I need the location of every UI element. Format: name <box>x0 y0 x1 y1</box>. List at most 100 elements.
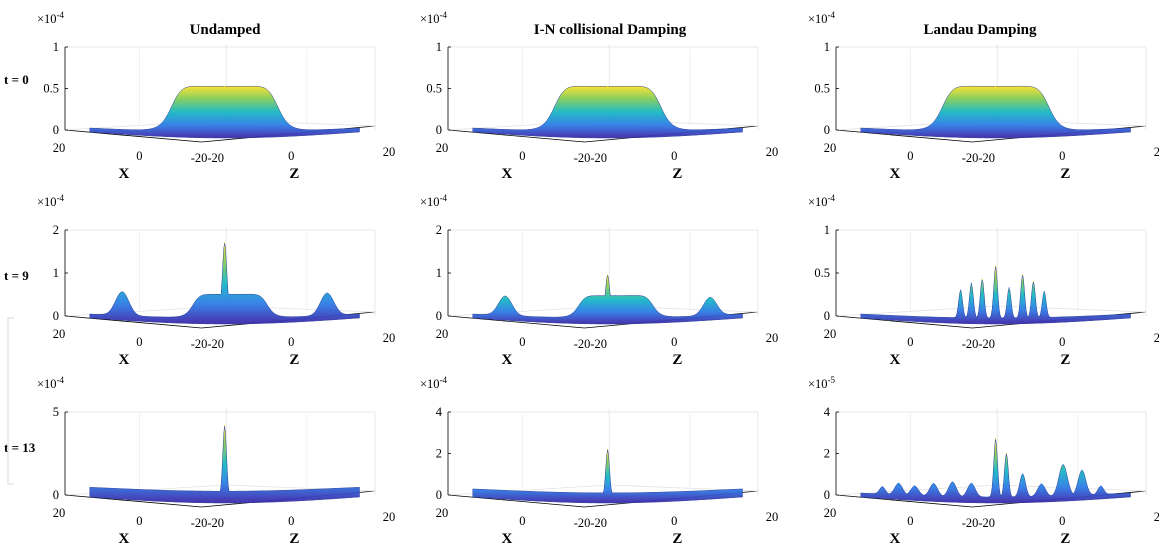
x-tick-label: 0 <box>907 514 913 528</box>
surface-mesh <box>860 85 1131 139</box>
vertical-tick-label: 0 <box>436 488 442 502</box>
surface-mesh <box>89 425 360 504</box>
vertical-tick-label: 2 <box>436 447 442 461</box>
z-tick-label: 20 <box>766 510 779 524</box>
surface-peak-bump <box>1081 469 1083 471</box>
vertical-tick-label: 0 <box>824 488 830 502</box>
x-tick-label: 20 <box>53 327 66 341</box>
surface-peak-bump <box>504 295 506 297</box>
xz-corner-tick-label: -20-20 <box>574 516 607 530</box>
floor-edge-x <box>64 315 202 329</box>
xz-corner-tick-label: -20-20 <box>962 516 995 530</box>
surface-peak-bump <box>881 486 884 488</box>
surface-peak-bump <box>326 292 328 294</box>
vertical-tick-label: 0.5 <box>814 266 830 280</box>
surface-peak-plateau <box>229 293 231 295</box>
vertical-tick-label: 0 <box>53 123 59 137</box>
surface-peak-bump <box>933 483 935 485</box>
vertical-tick-label: 1 <box>824 40 830 54</box>
row-label-t0: t = 0 <box>4 72 29 87</box>
x-axis-label: X <box>118 352 129 368</box>
floor-edge-x <box>835 315 973 329</box>
surface-peak-spike <box>1005 452 1008 454</box>
surface-peak-plateau <box>607 492 609 494</box>
surface-peak-spike <box>1043 291 1045 293</box>
surface-mesh <box>472 274 743 325</box>
z-axis-label: Z <box>289 352 299 368</box>
vertical-tick-label: 0 <box>824 309 830 323</box>
x-tick-label: 0 <box>519 149 525 163</box>
vertical-tick-label: 5 <box>53 405 59 419</box>
z-tick-label: 0 <box>671 335 677 349</box>
surface-peak-spike <box>960 289 962 291</box>
x-axis-label: X <box>889 166 900 182</box>
axis-exponent: ×10-4 <box>37 375 65 391</box>
surface-peak-spike <box>981 278 983 280</box>
x-axis-label: X <box>501 531 512 546</box>
surface-peak-bump <box>1062 464 1064 466</box>
x-tick-label: 20 <box>824 506 837 520</box>
z-tick-label: 20 <box>383 331 396 345</box>
axis-exponent: ×10-4 <box>420 193 448 209</box>
column-title-in-collisional-damping: I-N collisional Damping <box>534 22 687 38</box>
vertical-tick-label: 4 <box>824 405 831 419</box>
column-title-undamped: Undamped <box>190 22 262 38</box>
surface-mesh <box>860 438 1131 504</box>
surface-peak-plateau <box>615 295 617 297</box>
surface-peak-spike <box>995 265 997 267</box>
surface-panel: ×10-4 0 2 4 20 0 -20-20 0 20 X Z <box>420 375 778 546</box>
x-tick-label: 0 <box>907 335 913 349</box>
xz-corner-tick-label: -20-20 <box>191 151 224 165</box>
vertical-tick-label: 0 <box>436 309 442 323</box>
vertical-tick-label: 0.5 <box>43 82 59 96</box>
surface-peak-spike <box>607 274 609 276</box>
floor-edge-x <box>835 494 973 508</box>
surface-peak-bump <box>898 482 900 484</box>
axis-exponent: ×10-4 <box>37 193 65 209</box>
floor-edge-x <box>447 129 585 143</box>
surface-peak-bump <box>121 291 123 293</box>
xz-corner-tick-label: -20-20 <box>191 516 224 530</box>
surface-peak-spike <box>607 448 609 450</box>
vertical-tick-label: 1 <box>436 40 442 54</box>
surface-peak-spike <box>1022 274 1024 276</box>
x-tick-label: 0 <box>519 335 525 349</box>
surface-peak-plateau <box>607 85 609 87</box>
x-tick-label: 20 <box>436 506 449 520</box>
z-axis-label: Z <box>672 352 682 368</box>
surface-mesh <box>89 85 360 139</box>
left-bracket <box>7 317 14 485</box>
x-axis-label: X <box>118 166 129 182</box>
vertical-tick-label: 1 <box>53 266 59 280</box>
x-tick-label: 0 <box>136 335 142 349</box>
vertical-tick-label: 1 <box>824 223 830 237</box>
z-tick-label: 0 <box>1059 149 1065 163</box>
vertical-tick-label: 2 <box>436 223 442 237</box>
surface-peak-bump <box>1022 473 1024 475</box>
row-label-t9: t = 9 <box>4 268 29 283</box>
z-tick-label: 20 <box>1154 331 1159 345</box>
floor-edge-x <box>835 129 973 143</box>
x-tick-label: 0 <box>136 514 142 528</box>
x-axis-label: X <box>118 531 129 546</box>
surface-peak-bump <box>1100 485 1102 487</box>
surface-panel: ×10-4 0 0.5 1 20 0 -20-20 0 20 X Z <box>808 10 1159 182</box>
surface-peak-spike <box>224 242 226 244</box>
vertical-tick-label: 2 <box>53 223 59 237</box>
x-tick-label: 20 <box>53 506 66 520</box>
x-tick-label: 20 <box>824 327 837 341</box>
z-axis-label: Z <box>289 166 299 182</box>
vertical-tick-label: 1 <box>53 40 59 54</box>
z-tick-label: 20 <box>766 145 779 159</box>
xz-corner-tick-label: -20-20 <box>191 337 224 351</box>
column-title-landau-damping: Landau Damping <box>924 22 1037 38</box>
surface-mesh <box>89 242 360 325</box>
vertical-tick-label: 0 <box>53 309 59 323</box>
z-tick-label: 0 <box>1059 335 1065 349</box>
axis-exponent: ×10-4 <box>808 193 836 209</box>
surface-panel: ×10-4 0 0.5 1 20 0 -20-20 0 20 X Z <box>420 10 778 182</box>
surface-peak-plateau <box>224 85 226 87</box>
axis-exponent: ×10-5 <box>808 375 836 391</box>
surface-panel: ×10-4 0 1 2 20 0 -20-20 0 20 X Z <box>37 193 395 368</box>
